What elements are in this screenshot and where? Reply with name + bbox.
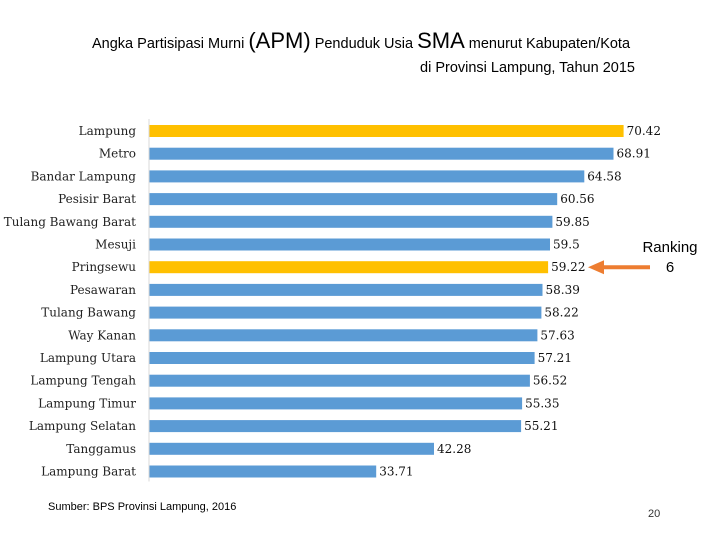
bar-lampung-timur — [149, 397, 523, 410]
title-part3: menurut Kabupaten/Kota — [464, 36, 631, 52]
bar-bandar-lampung — [149, 170, 585, 183]
value-label-pesawaran: 58.39 — [546, 283, 580, 297]
bars-layer — [148, 119, 624, 482]
category-label-pesisir-barat: Pesisir Barat — [58, 192, 136, 206]
category-label-tulang-bawang: Tulang Bawang — [41, 306, 136, 320]
category-label-lampung-selatan: Lampung Selatan — [29, 419, 136, 433]
ranking-annotation: Ranking 6 — [640, 238, 700, 278]
bar-lampung-tengah — [149, 374, 530, 387]
bar-pringsewu — [149, 261, 549, 274]
ranking-value: 6 — [665, 259, 675, 276]
value-label-metro: 68.91 — [617, 147, 651, 161]
bar-lampung — [149, 125, 624, 137]
category-label-tulang-bawang-barat: Tulang Bawang Barat — [4, 215, 136, 229]
ranking-arrow-head — [588, 260, 604, 275]
value-label-lampung-utara: 57.21 — [538, 351, 572, 365]
title-sma: SMA — [417, 28, 465, 53]
value-label-mesuji: 59.5 — [553, 238, 580, 252]
value-label-lampung-timur: 55.35 — [525, 396, 559, 410]
category-label-lampung-tengah: Lampung Tengah — [30, 374, 136, 388]
category-label-lampung-barat: Lampung Barat — [41, 465, 136, 479]
category-label-lampung-utara: Lampung Utara — [40, 351, 136, 365]
category-label-pringsewu: Pringsewu — [72, 260, 137, 274]
category-label-way-kanan: Way Kanan — [68, 328, 136, 342]
annotation-layer — [588, 260, 650, 275]
bar-pesisir-barat — [149, 193, 558, 206]
ranking-label: Ranking — [642, 239, 698, 256]
value-label-pesisir-barat: 60.56 — [560, 192, 594, 206]
category-label-lampung: Lampung — [79, 124, 137, 138]
bar-pesawaran — [149, 283, 543, 296]
bar-tulang-bawang — [149, 306, 542, 319]
category-label-mesuji: Mesuji — [95, 238, 136, 252]
title-apm: (APM) — [248, 28, 311, 53]
bar-tanggamus — [149, 442, 434, 455]
category-label-tanggamus: Tanggamus — [66, 442, 136, 456]
source-note: Sumber: BPS Provinsi Lampung, 2016 — [48, 501, 237, 513]
title-part1: Angka Partisipasi Murni — [92, 36, 249, 52]
labels-layer: Lampung 70.42 Metro 68.91 Bandar Lampung 64.5… — [4, 124, 661, 479]
value-label-tulang-bawang-barat: 59.85 — [555, 215, 589, 229]
bar-lampung-selatan — [149, 420, 522, 433]
chart-title-line2: di Provinsi Lampung, Tahun 2015 — [420, 60, 635, 76]
value-label-lampung-selatan: 55.21 — [524, 419, 558, 433]
bar-lampung-barat — [149, 465, 377, 478]
value-label-bandar-lampung: 64.58 — [587, 169, 621, 183]
bar-lampung-utara — [149, 352, 535, 364]
value-label-pringsewu: 59.22 — [551, 260, 585, 274]
bar-tulang-bawang-barat — [149, 215, 553, 228]
chart-title-line1: Angka Partisipasi Murni (APM) Penduduk U… — [92, 24, 712, 61]
bar-metro — [149, 147, 614, 160]
value-label-way-kanan: 57.63 — [540, 328, 574, 342]
category-label-metro: Metro — [99, 147, 136, 161]
value-label-lampung: 70.42 — [627, 124, 661, 138]
category-label-bandar-lampung: Bandar Lampung — [31, 169, 137, 183]
value-label-tulang-bawang: 58.22 — [544, 306, 578, 320]
value-label-tanggamus: 42.28 — [437, 442, 471, 456]
category-label-pesawaran: Pesawaran — [70, 283, 136, 297]
bar-mesuji — [149, 238, 550, 251]
page-number: 20 — [648, 508, 661, 520]
value-label-lampung-barat: 33.71 — [379, 465, 413, 479]
bar-way-kanan — [149, 329, 538, 342]
category-label-lampung-timur: Lampung Timur — [38, 396, 136, 410]
value-label-lampung-tengah: 56.52 — [533, 374, 567, 388]
title-part2: Penduduk Usia — [310, 36, 418, 52]
